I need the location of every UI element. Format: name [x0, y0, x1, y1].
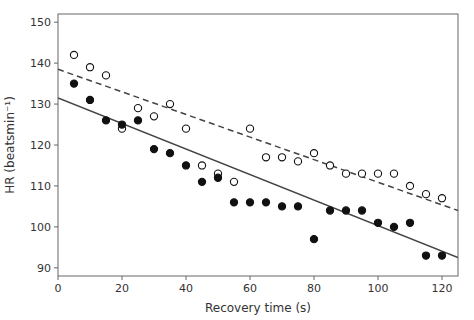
filled-point — [214, 174, 221, 181]
open-point — [262, 154, 269, 161]
filled-point — [422, 252, 429, 259]
open-point — [358, 170, 365, 177]
filled-point — [262, 199, 269, 206]
open-point — [310, 150, 317, 157]
regression-line — [58, 98, 458, 258]
x-tick-label: 60 — [243, 282, 257, 295]
y-tick — [54, 145, 58, 146]
open-point — [182, 125, 189, 132]
open-point — [246, 125, 253, 132]
filled-point — [326, 207, 333, 214]
filled-point — [230, 199, 237, 206]
filled-point — [70, 80, 77, 87]
y-tick — [54, 185, 58, 186]
open-point — [150, 113, 157, 120]
open-point — [278, 154, 285, 161]
open-point — [134, 105, 141, 112]
open-point — [294, 158, 301, 165]
filled-point — [150, 145, 157, 152]
open-point — [166, 100, 173, 107]
lines — [58, 69, 458, 257]
plot-frame — [58, 14, 458, 276]
filled-point — [310, 236, 317, 243]
filled-point — [390, 223, 397, 230]
y-tick-label: 140 — [30, 57, 51, 70]
y-tick-label: 150 — [30, 16, 51, 29]
open-point — [102, 72, 109, 79]
open-point — [342, 170, 349, 177]
x-tick — [314, 276, 315, 280]
ticks: 0 20 40 60 80 100 120 90 100 110 120 130 140 150 — [30, 16, 453, 295]
open-point — [374, 170, 381, 177]
y-tick — [54, 226, 58, 227]
open-point — [406, 182, 413, 189]
x-tick — [58, 276, 59, 280]
x-tick — [186, 276, 187, 280]
open-point — [198, 162, 205, 169]
x-tick-label: 40 — [179, 282, 193, 295]
filled-point — [118, 121, 125, 128]
x-tick-label: 120 — [432, 282, 453, 295]
x-axis-label: Recovery time (s) — [205, 301, 311, 315]
y-tick — [54, 63, 58, 64]
points — [70, 51, 445, 259]
filled-point — [342, 207, 349, 214]
filled-point — [358, 207, 365, 214]
y-tick-label: 130 — [30, 98, 51, 111]
filled-point — [278, 203, 285, 210]
open-point — [326, 162, 333, 169]
filled-point — [406, 219, 413, 226]
open-point — [70, 51, 77, 58]
y-tick — [54, 104, 58, 105]
x-tick — [378, 276, 379, 280]
y-tick — [54, 22, 58, 23]
y-tick-label: 90 — [37, 262, 51, 275]
filled-point — [134, 117, 141, 124]
y-tick-label: 120 — [30, 139, 51, 152]
filled-point — [294, 203, 301, 210]
y-tick — [54, 267, 58, 268]
open-point — [422, 191, 429, 198]
x-tick-label: 100 — [368, 282, 389, 295]
x-tick — [122, 276, 123, 280]
x-tick — [442, 276, 443, 280]
filled-point — [86, 96, 93, 103]
regression-line — [58, 69, 458, 210]
open-point — [390, 170, 397, 177]
filled-point — [438, 252, 445, 259]
filled-point — [246, 199, 253, 206]
x-tick-label: 20 — [115, 282, 129, 295]
plot-area — [58, 51, 458, 259]
filled-point — [166, 150, 173, 157]
x-tick-label: 80 — [307, 282, 321, 295]
x-tick — [250, 276, 251, 280]
y-tick-label: 110 — [30, 180, 51, 193]
filled-point — [198, 178, 205, 185]
open-point — [438, 195, 445, 202]
filled-point — [102, 117, 109, 124]
filled-point — [182, 162, 189, 169]
open-point — [86, 64, 93, 71]
x-tick-label: 0 — [55, 282, 62, 295]
chart: 0 20 40 60 80 100 120 90 100 110 120 130 140 150 Recov… — [0, 0, 474, 320]
y-axis-label: HR (beatsmin⁻¹) — [3, 96, 17, 194]
y-tick-label: 100 — [30, 221, 51, 234]
filled-point — [374, 219, 381, 226]
open-point — [230, 178, 237, 185]
